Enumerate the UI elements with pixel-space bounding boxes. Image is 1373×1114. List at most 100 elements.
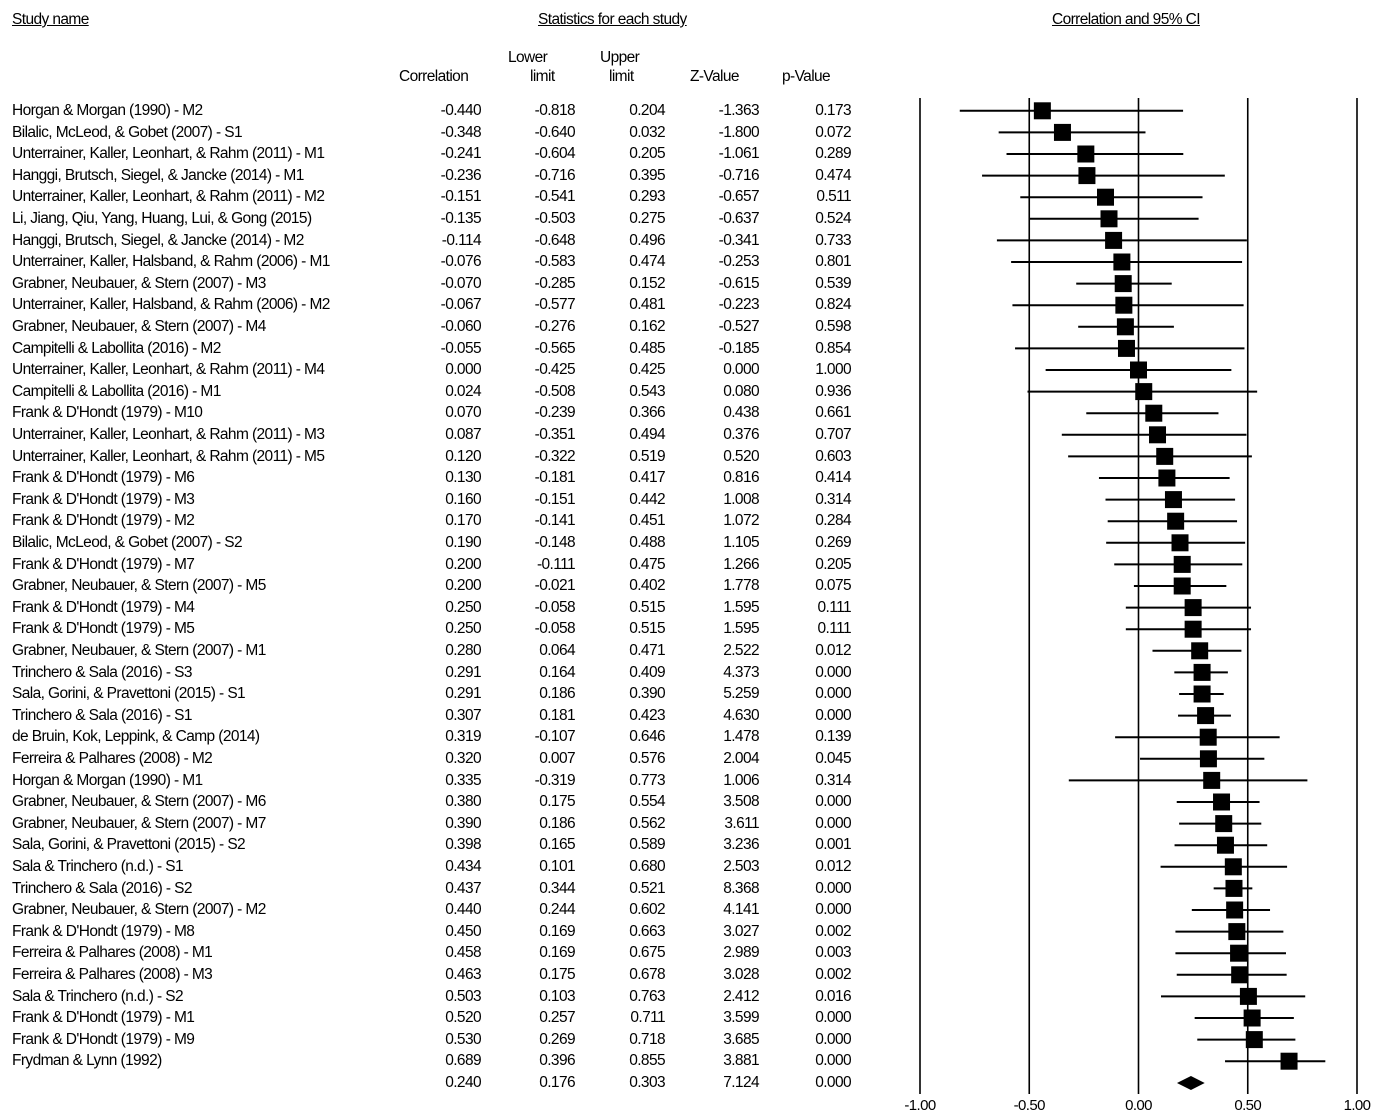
upper-limit-value: 0.562 — [629, 814, 665, 832]
z-value: -0.341 — [718, 231, 760, 249]
study-name: Hanggi, Brutsch, Siegel, & Jancke (2014)… — [12, 231, 304, 249]
lower-limit-value: -0.319 — [534, 771, 576, 789]
p-value: 0.111 — [817, 598, 852, 616]
study-name: Unterrainer, Kaller, Leonhart, & Rahm (2… — [12, 447, 325, 465]
point-marker — [1078, 167, 1096, 185]
upper-limit-value: 0.675 — [629, 944, 665, 962]
study-name: Unterrainer, Kaller, Halsband, & Rahm (2… — [12, 296, 330, 314]
study-name: Sala, Gorini, & Pravettoni (2015) - S1 — [12, 685, 246, 703]
z-value: 0.816 — [723, 469, 759, 487]
p-value: 0.289 — [815, 145, 851, 163]
upper-limit-value: 0.471 — [629, 642, 665, 659]
z-value: 4.373 — [723, 663, 759, 681]
point-marker — [1171, 534, 1189, 552]
study-name: Trinchero & Sala (2016) - S1 — [12, 706, 193, 724]
correlation-value: 0.458 — [445, 944, 481, 962]
study-name-header: Study name — [12, 11, 89, 28]
correlation-value: 0.450 — [445, 922, 481, 940]
point-marker — [1033, 102, 1051, 120]
study-name: Frank & D'Hondt (1979) - M1 — [12, 1009, 195, 1027]
z-value: 1.595 — [723, 620, 759, 638]
study-name: Unterrainer, Kaller, Halsband, & Rahm (2… — [12, 253, 330, 271]
study-name: Ferreira & Palhares (2008) - M3 — [12, 966, 213, 983]
upper-limit-value: 0.521 — [629, 879, 665, 897]
correlation-value: -0.055 — [440, 339, 482, 357]
point-marker — [1216, 836, 1234, 854]
point-marker — [1173, 555, 1191, 573]
z-value: 2.503 — [723, 858, 759, 875]
z-value: 3.599 — [723, 1009, 759, 1027]
summary-p-value: 0.000 — [815, 1074, 851, 1091]
correlation-value: 0.319 — [445, 728, 481, 746]
point-marker — [1117, 339, 1135, 357]
upper-limit-value: 0.451 — [629, 512, 665, 530]
z-value: -0.253 — [718, 253, 760, 271]
correlation-value: 0.335 — [445, 771, 481, 789]
z-value: 0.520 — [723, 447, 759, 465]
lower-limit-value: -0.508 — [534, 382, 576, 400]
point-marker — [1199, 728, 1217, 746]
p-value: 0.000 — [815, 706, 851, 724]
z-value: 3.028 — [723, 966, 759, 983]
z-value: -0.527 — [718, 318, 760, 335]
p-value: 0.139 — [815, 728, 851, 746]
z-value: 1.595 — [723, 598, 759, 616]
lower-limit-value: -0.151 — [534, 490, 576, 508]
study-name: Grabner, Neubauer, & Stern (2007) - M2 — [12, 901, 266, 919]
lower-limit-value: 0.244 — [539, 901, 575, 919]
point-marker — [1114, 275, 1132, 293]
z-value: 0.000 — [723, 361, 759, 379]
p-value: 0.111 — [817, 620, 852, 638]
study-name: Ferreira & Palhares (2008) - M2 — [12, 750, 213, 767]
lower-limit-value: 0.257 — [539, 1009, 575, 1027]
z-value: 3.508 — [723, 793, 759, 811]
p-value: 0.000 — [815, 1009, 851, 1027]
x-tick-label: -1.00 — [904, 1097, 935, 1114]
p-value-column-header: p-Value — [782, 68, 831, 85]
point-marker — [1230, 944, 1248, 962]
z-value: 2.004 — [723, 750, 759, 767]
lower-limit-value: 0.175 — [539, 966, 575, 983]
p-value: 0.539 — [815, 274, 851, 292]
p-value: 0.001 — [815, 836, 851, 854]
lower-limit-value: -0.583 — [534, 253, 576, 271]
upper-limit-value: 0.162 — [629, 318, 665, 335]
p-value: 0.012 — [815, 642, 851, 659]
correlation-value: 0.307 — [445, 706, 481, 724]
p-value: 0.000 — [815, 663, 851, 681]
correlation-value: 0.390 — [445, 814, 481, 832]
z-value: -0.637 — [718, 210, 760, 227]
z-value: 8.368 — [723, 879, 759, 897]
lower-limit-value: -0.648 — [534, 231, 576, 249]
point-marker — [1113, 253, 1131, 271]
lower-limit-value: -0.604 — [534, 145, 576, 163]
point-marker — [1145, 404, 1163, 422]
lower-limit-value: -0.351 — [534, 426, 576, 443]
lower-limit-value: -0.058 — [534, 620, 576, 638]
study-name: Campitelli & Labollita (2016) - M2 — [12, 339, 221, 357]
correlation-value: 0.291 — [445, 685, 481, 703]
study-name: Campitelli & Labollita (2016) - M1 — [12, 382, 221, 400]
point-marker — [1226, 901, 1244, 919]
upper-limit-value: 0.293 — [629, 188, 665, 206]
summary-correlation-value: 0.240 — [445, 1074, 481, 1091]
correlation-column-header: Correlation — [399, 68, 469, 85]
point-marker — [1149, 426, 1167, 444]
lower-limit-value: -0.577 — [534, 296, 576, 314]
upper-limit-header-line1: Upper — [600, 49, 640, 66]
z-value: 3.236 — [723, 836, 759, 854]
lower-limit-value: 0.396 — [539, 1052, 575, 1070]
lower-limit-value: 0.169 — [539, 944, 575, 962]
x-tick-label: -0.50 — [1014, 1097, 1045, 1114]
point-marker — [1239, 987, 1257, 1005]
lower-limit-value: -0.181 — [534, 469, 576, 487]
lower-limit-value: -0.058 — [534, 598, 576, 616]
lower-limit-value: 0.169 — [539, 922, 575, 940]
lower-limit-value: -0.148 — [534, 534, 576, 551]
z-value: -0.657 — [718, 188, 760, 206]
study-name: Grabner, Neubauer, & Stern (2007) - M3 — [12, 274, 266, 292]
upper-limit-value: 0.481 — [629, 296, 665, 314]
upper-limit-value: 0.205 — [629, 145, 665, 163]
upper-limit-value: 0.442 — [629, 490, 665, 508]
correlation-value: 0.380 — [445, 793, 481, 811]
